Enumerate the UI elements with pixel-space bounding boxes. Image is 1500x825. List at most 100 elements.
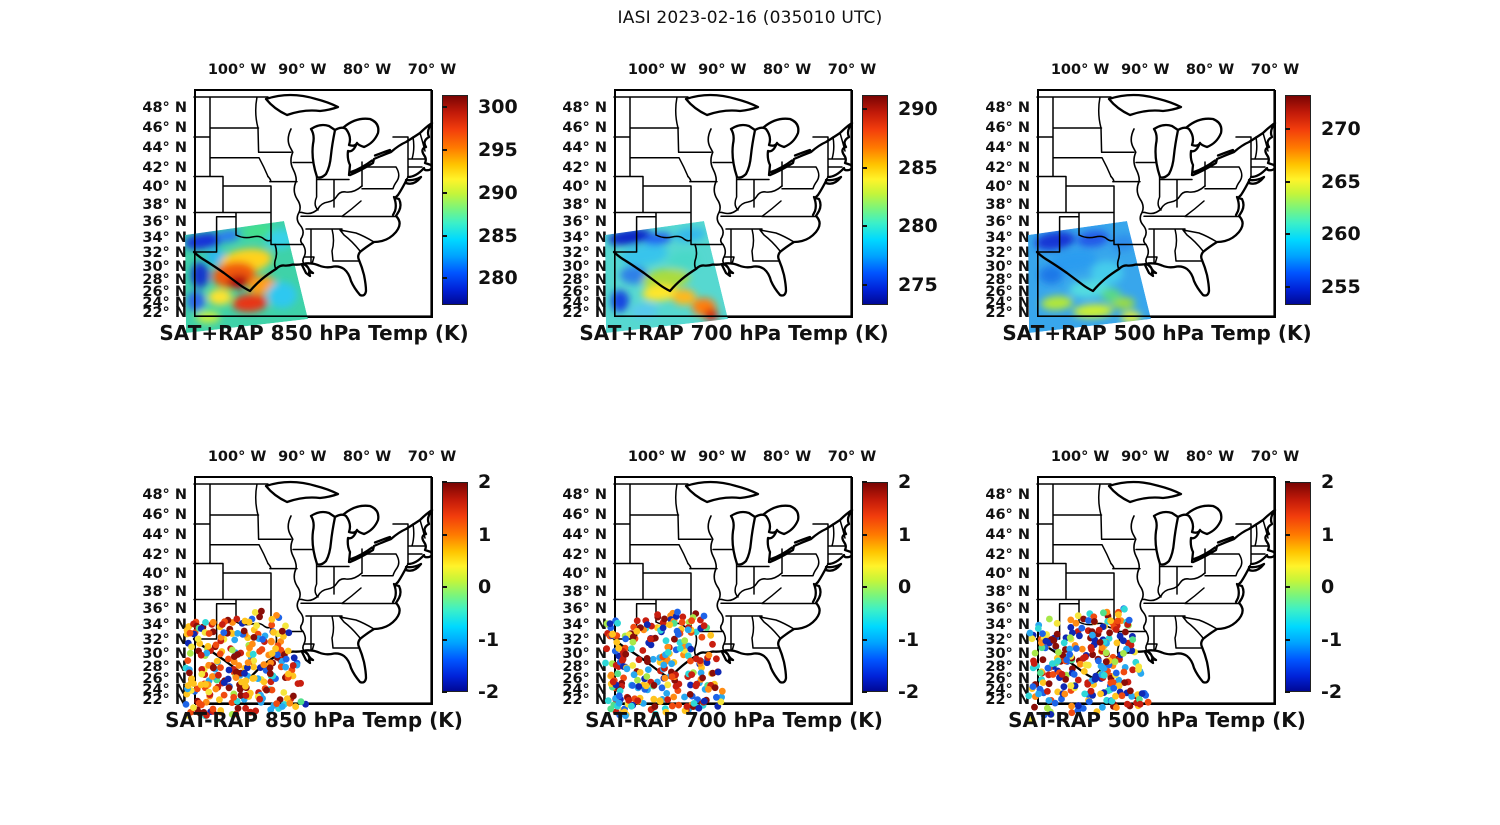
panel-title: SAT+RAP 500 hPa Temp (K)	[1002, 321, 1312, 345]
colorbar-tick-mark	[862, 108, 867, 111]
colorbar-tick-label: -2	[898, 681, 920, 703]
lat-tick-label: 48° N	[142, 100, 187, 116]
difference-scatter	[182, 608, 310, 720]
colorbar-tick-label: 260	[1321, 223, 1361, 246]
colorbar-tick-label: 300	[478, 96, 518, 118]
colorbar-tick-label: 2	[898, 471, 912, 493]
lat-tick-label: 32° N	[142, 245, 187, 262]
colorbar	[442, 95, 468, 305]
lat-tick-label: 44° N	[562, 526, 607, 543]
lat-tick-label: 40° N	[562, 565, 607, 582]
satellite-swath	[605, 221, 729, 334]
lat-tick-label: 30° N	[562, 645, 607, 662]
panel-title: SAT-RAP 850 hPa Temp (K)	[165, 708, 463, 732]
figure-title: IASI 2023-02-16 (035010 UTC)	[617, 8, 883, 28]
lon-tick-label: 100° W	[627, 449, 687, 465]
panel-sat-plus-rap-850: 100° W 90° W 80° W 70° W 48° N 46° N 44° N 42°…	[125, 60, 555, 360]
panel-title: SAT+RAP 850 hPa Temp (K)	[159, 321, 469, 345]
colorbar-tick-label: 280	[898, 215, 938, 238]
lon-tick-label: 70° W	[1250, 449, 1300, 465]
lon-tick-label: 90° W	[1121, 449, 1170, 465]
colorbar-tick-label: 0	[898, 576, 912, 598]
colorbar-tick-mark	[442, 106, 447, 108]
lon-tick-label: 70° W	[407, 449, 457, 465]
lon-tick-label: 90° W	[1121, 62, 1170, 78]
lat-tick-label: 26° N	[985, 671, 1030, 687]
lat-tick-label: 40° N	[985, 178, 1030, 195]
lat-tick-label: 24° N	[142, 681, 187, 698]
colorbar-tick-label: 285	[478, 224, 518, 247]
colorbar-tick-label: 1	[1321, 523, 1335, 546]
lat-tick-label: 32° N	[562, 632, 607, 649]
lat-tick-label: 28° N	[142, 658, 187, 675]
lat-tick-label: 34° N	[142, 616, 187, 633]
colorbar-tick-label: 2	[1321, 471, 1335, 493]
lon-tick-label: 70° W	[1250, 62, 1300, 78]
lon-tick-label: 70° W	[827, 449, 877, 465]
lon-tick-label: 80° W	[1185, 449, 1235, 465]
lat-tick-label: 46° N	[562, 120, 607, 137]
colorbar-tick-mark	[1285, 481, 1290, 483]
lat-tick-label: 24° N	[142, 294, 187, 311]
lon-tick-label: 90° W	[278, 449, 327, 465]
lat-tick-label: 42° N	[562, 546, 607, 563]
lat-tick-label: 26° N	[562, 284, 607, 300]
lat-tick-label: 46° N	[142, 120, 187, 137]
colorbar-tick-mark	[1285, 586, 1290, 588]
colorbar-tick-mark	[1285, 286, 1290, 289]
colorbar	[862, 95, 888, 305]
colorbar-tick-mark	[862, 284, 867, 287]
panel-sat-minus-rap-500: 100° W 90° W 80° W 70° W 48° N 46° N 44° N 42°…	[968, 447, 1398, 747]
lat-tick-label: 30° N	[562, 258, 607, 275]
lat-tick-label: 22° N	[985, 304, 1030, 321]
lat-tick-label: 32° N	[142, 632, 187, 649]
lon-tick-label: 90° W	[278, 62, 327, 78]
lat-tick-label: 40° N	[985, 565, 1030, 582]
lat-tick-label: 24° N	[562, 294, 607, 311]
lat-tick-label: 40° N	[142, 178, 187, 195]
panel-sat-minus-rap-850: 100° W 90° W 80° W 70° W 48° N 46° N 44° N 42°…	[125, 447, 555, 747]
colorbar-tick-mark	[442, 191, 447, 194]
colorbar-tick-mark	[1285, 233, 1290, 236]
lat-tick-label: 30° N	[142, 645, 187, 662]
colorbar-tick-mark	[862, 638, 867, 641]
colorbar-tick-mark	[862, 166, 867, 169]
lat-tick-label: 48° N	[142, 487, 187, 503]
lat-tick-label: 22° N	[142, 304, 187, 321]
lat-tick-label: 44° N	[985, 526, 1030, 543]
lat-tick-label: 34° N	[985, 229, 1030, 246]
lat-tick-label: 44° N	[562, 139, 607, 156]
colorbar-tick-mark	[442, 481, 447, 483]
lon-tick-label: 80° W	[342, 62, 392, 78]
colorbar-tick-mark	[862, 691, 867, 693]
colorbar-tick-label: 2	[478, 471, 492, 493]
lat-tick-label: 30° N	[985, 645, 1030, 662]
lat-tick-label: 40° N	[562, 178, 607, 195]
map-frame	[602, 476, 854, 720]
lon-tick-label: 80° W	[342, 449, 392, 465]
colorbar-tick-mark	[862, 225, 867, 228]
map-frame	[185, 89, 434, 334]
lat-tick-label: 36° N	[985, 214, 1030, 230]
colorbar	[1285, 95, 1311, 305]
colorbar-tick-label: 270	[1321, 117, 1361, 140]
difference-scatter	[602, 609, 727, 720]
colorbar-tick-mark	[442, 234, 447, 237]
colorbar-tick-label: 0	[1321, 576, 1335, 598]
lon-tick-label: 90° W	[698, 449, 747, 465]
map-frame	[605, 89, 854, 334]
lat-tick-label: 26° N	[142, 671, 187, 687]
lat-tick-label: 22° N	[985, 691, 1030, 708]
colorbar-tick-label: 290	[478, 181, 518, 204]
lon-tick-label: 80° W	[762, 449, 812, 465]
colorbar-tick-mark	[442, 148, 447, 151]
lat-tick-label: 24° N	[985, 294, 1030, 311]
colorbar-tick-mark	[1285, 180, 1290, 183]
panel-sat-plus-rap-700: 100° W 90° W 80° W 70° W 48° N 46° N 44° N 42°…	[545, 60, 975, 360]
map-svg	[1028, 89, 1277, 334]
colorbar-tick-mark	[442, 277, 447, 280]
lat-tick-label: 24° N	[562, 681, 607, 698]
colorbar-tick-mark	[1285, 533, 1290, 536]
colorbar-tick-label: -2	[1321, 681, 1343, 703]
